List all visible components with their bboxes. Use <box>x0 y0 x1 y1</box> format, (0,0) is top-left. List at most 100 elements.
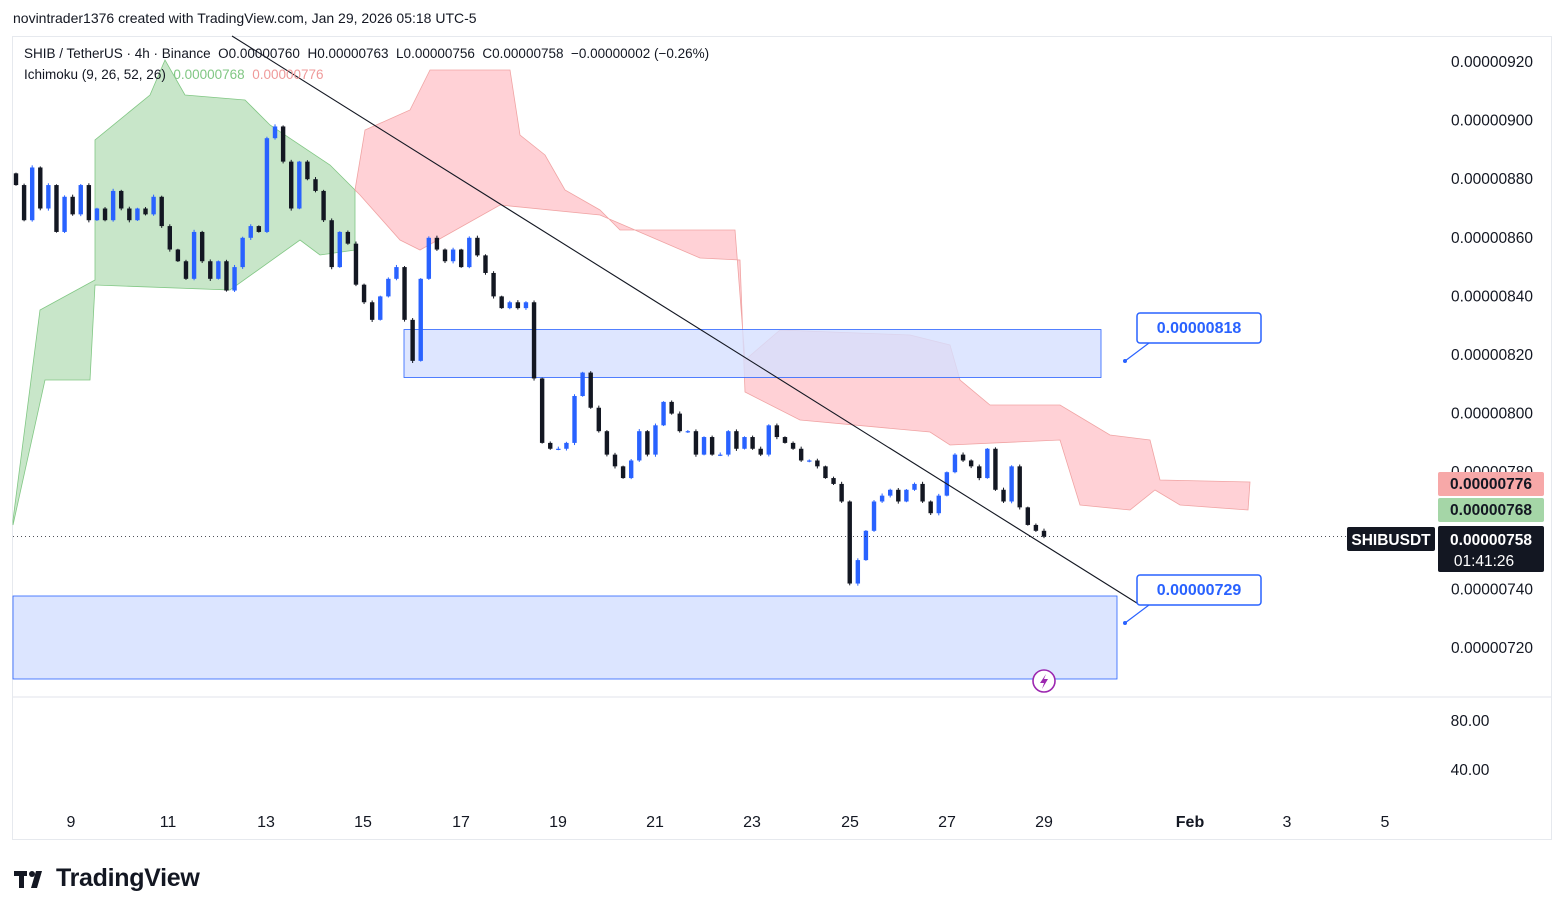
candle-body <box>580 372 585 397</box>
chart-attribution: novintrader1376 created with TradingView… <box>13 10 477 26</box>
x-tick-label: 5 <box>1381 814 1390 831</box>
oscillator-tick-label: 40.00 <box>1451 762 1490 779</box>
indicator-name[interactable]: Ichimoku (9, 26, 52, 26) <box>24 67 166 82</box>
candle-body <box>491 272 496 297</box>
lightning-icon <box>1040 674 1048 689</box>
legend-symbol[interactable]: SHIB / TetherUS · 4h · Binance <box>24 46 211 61</box>
candle-body <box>920 483 925 502</box>
candle-body <box>928 501 933 514</box>
y-tick-label: 0.00000840 <box>1451 288 1533 305</box>
candle-body <box>798 448 804 461</box>
candle-body <box>807 460 812 462</box>
candle-body <box>135 208 140 221</box>
symbol-tag-label: SHIBUSDT <box>1351 532 1431 549</box>
badge-span-b: 0.00000776 <box>1450 476 1532 493</box>
candlesticks <box>13 124 1047 586</box>
candle-body <box>337 231 342 268</box>
candle-body <box>661 401 666 426</box>
candle-body <box>669 401 674 414</box>
candle-body <box>726 431 731 455</box>
countdown-label: 01:41:26 <box>1454 553 1514 570</box>
x-tick-label: 21 <box>646 814 664 831</box>
candle-body <box>232 267 237 291</box>
candle-body <box>313 179 318 191</box>
candle-body <box>102 208 108 221</box>
candle-body <box>191 231 197 279</box>
candle-body <box>29 167 35 221</box>
indicator-legend: Ichimoku (9, 26, 52, 26) 0.00000768 0.00… <box>24 67 324 82</box>
candle-body <box>1033 524 1039 531</box>
candle-body <box>167 226 172 250</box>
candle-body <box>823 466 828 479</box>
candle-body <box>952 454 958 473</box>
candle-body <box>653 425 658 455</box>
candle-body <box>628 460 634 479</box>
candle-body <box>564 442 569 449</box>
candle-body <box>361 284 367 303</box>
candle-body <box>1009 466 1014 502</box>
x-tick-label: 3 <box>1283 814 1292 831</box>
candle-body <box>175 249 181 262</box>
candle-body <box>839 483 844 502</box>
candle-body <box>790 442 796 449</box>
candle-body <box>985 448 990 479</box>
candle-body <box>13 173 19 186</box>
candle-body <box>960 454 966 461</box>
candle-body <box>896 489 901 502</box>
candle-body <box>888 489 893 496</box>
y-tick-label: 0.00000740 <box>1451 581 1533 598</box>
candle-body <box>718 454 723 456</box>
candle-body <box>531 302 537 379</box>
candle-body <box>467 237 472 268</box>
candle-body <box>879 495 885 502</box>
candle-body <box>1017 466 1022 508</box>
candle-body <box>539 378 545 443</box>
candle-body <box>297 161 302 209</box>
trendline <box>231 35 1141 606</box>
candle-body <box>758 448 763 455</box>
candle-body <box>442 249 448 262</box>
x-tick-label: 27 <box>938 814 956 831</box>
candle-body <box>224 261 229 291</box>
x-tick-label: 29 <box>1035 814 1053 831</box>
y-tick-label: 0.00000880 <box>1451 171 1533 188</box>
legend-high: H0.00000763 <box>307 46 389 61</box>
candle-body <box>143 208 148 215</box>
candle-body <box>46 185 51 209</box>
x-tick-label: 25 <box>841 814 859 831</box>
candle-body <box>458 249 464 268</box>
callout-upper-label: 0.00000818 <box>1157 320 1242 337</box>
legend-close: C0.00000758 <box>482 46 564 61</box>
candle-body <box>993 448 998 490</box>
y-tick-label: 0.00000920 <box>1451 54 1533 71</box>
callout-lower-label: 0.00000729 <box>1157 582 1242 599</box>
x-tick-label: 13 <box>257 814 275 831</box>
candle-body <box>110 190 116 221</box>
candle-body <box>645 431 650 455</box>
callout-lower-anchor <box>1123 621 1127 625</box>
candle-body <box>369 302 375 320</box>
candle-body <box>782 437 788 443</box>
candle-body <box>240 237 245 268</box>
candle-body <box>612 454 618 467</box>
y-tick-label: 0.00000860 <box>1451 230 1533 247</box>
candle-body <box>289 161 294 209</box>
tradingview-logo[interactable]: TradingView <box>14 864 200 893</box>
event-badge <box>1032 669 1056 693</box>
symbol-tag-bg <box>1347 527 1435 551</box>
candle-body <box>912 483 917 490</box>
tradingview-logo-icon <box>14 870 42 888</box>
callout-upper: 0.00000818 <box>1123 312 1262 363</box>
candle-body <box>596 407 602 432</box>
candle-body <box>863 530 869 561</box>
candle-body <box>904 489 909 502</box>
candle-body <box>734 431 739 449</box>
candle-body <box>742 437 747 449</box>
callout-lower: 0.00000729 <box>1123 574 1262 625</box>
callout-upper-box <box>1136 312 1262 344</box>
current-price-badge-bg <box>1438 526 1544 572</box>
indicator-value-1: 0.00000768 <box>173 67 245 82</box>
y-tick-label: 0.00000820 <box>1451 347 1533 364</box>
candle-body <box>38 167 43 209</box>
